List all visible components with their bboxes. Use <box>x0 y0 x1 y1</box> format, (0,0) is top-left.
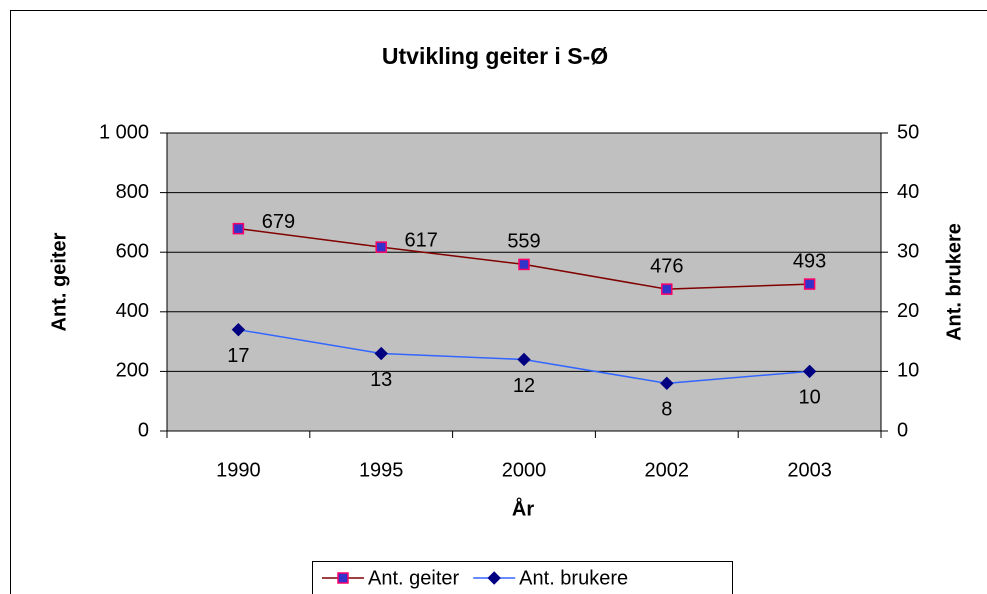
legend-box <box>312 561 733 594</box>
y-axis-label: Ant. geiter <box>48 232 70 331</box>
marker <box>232 222 245 235</box>
x-tick-label: 2000 <box>502 459 547 481</box>
marker <box>802 364 817 379</box>
legend-label: Ant. brukere <box>519 567 628 589</box>
data-label: 17 <box>227 345 249 367</box>
y2-tick-label: 50 <box>897 121 919 143</box>
marker <box>487 571 501 585</box>
y2-tick-label: 30 <box>897 240 919 262</box>
y2-tick-label: 40 <box>897 181 919 203</box>
marker <box>375 241 387 253</box>
y2-tick-label: 20 <box>897 300 919 322</box>
y-tick-label: 600 <box>116 240 149 262</box>
data-label: 13 <box>370 369 392 391</box>
data-label: 617 <box>405 229 438 251</box>
y2-tick-label: 10 <box>897 360 919 382</box>
data-label: 12 <box>513 375 535 397</box>
marker <box>661 283 673 295</box>
y-tick-label: 200 <box>116 360 149 382</box>
marker <box>803 278 816 290</box>
plot-area <box>167 133 881 431</box>
legend-label: Ant. geiter <box>368 567 460 589</box>
y-tick-label: 1 000 <box>99 121 149 143</box>
marker <box>231 322 246 337</box>
y-tick-label: 0 <box>138 419 149 441</box>
marker <box>518 258 530 271</box>
x-tick-label: 2003 <box>787 459 832 481</box>
x-tick-label: 1990 <box>216 459 261 481</box>
x-tick-label: 2002 <box>645 459 690 481</box>
marker <box>517 352 531 367</box>
data-label: 10 <box>798 387 820 409</box>
data-label: 493 <box>793 250 826 272</box>
marker <box>660 376 674 391</box>
y-tick-label: 800 <box>116 181 149 203</box>
data-label: 8 <box>661 399 672 421</box>
x-tick-label: 1995 <box>359 459 404 481</box>
data-label: 476 <box>650 255 683 277</box>
y2-axis-label: Ant. brukere <box>943 223 965 341</box>
x-axis-label: År <box>512 496 534 520</box>
marker <box>374 346 388 361</box>
chart-title: Utvikling geiter i S-Ø <box>382 43 608 69</box>
data-label: 559 <box>507 231 540 253</box>
data-label: 679 <box>262 211 295 233</box>
y2-tick-label: 0 <box>897 419 908 441</box>
marker <box>337 572 349 584</box>
y-tick-label: 400 <box>116 300 149 322</box>
